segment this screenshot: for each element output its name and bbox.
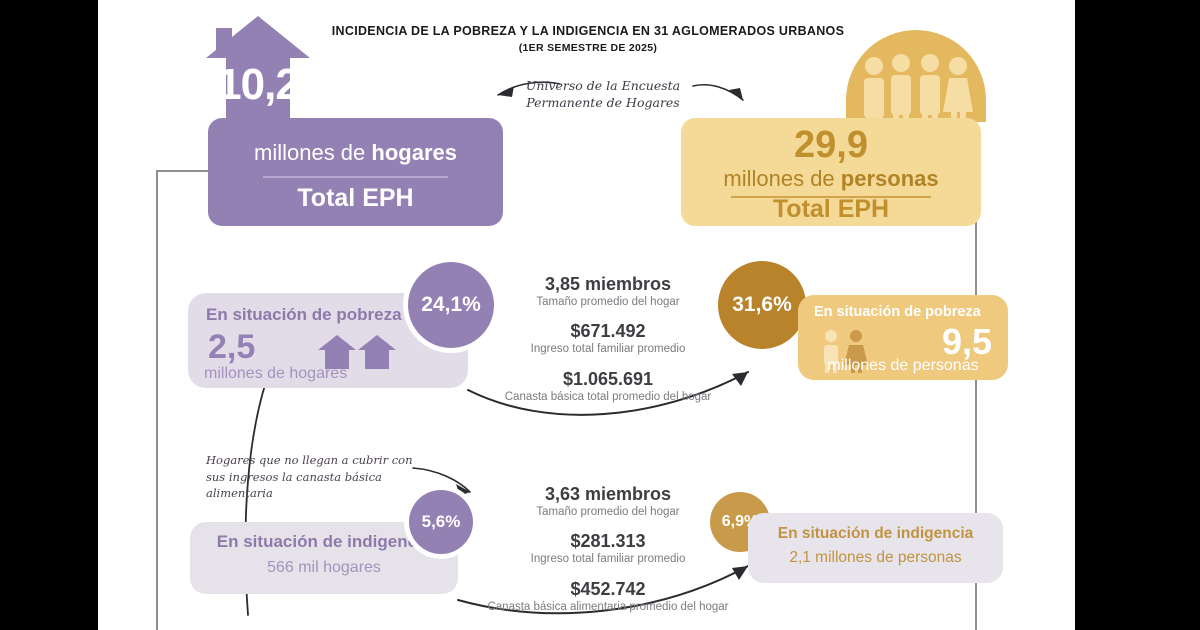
universe-annotation: Universo de la Encuesta Permanente de Ho… (525, 78, 681, 110)
indigence-households-value: 566 mil hogares (267, 559, 381, 576)
households-total-card: millones de hogares Total EPH (208, 118, 503, 226)
man-woman-icon (820, 329, 872, 378)
persons-unit-bold: personas (840, 166, 939, 191)
page-title: INCIDENCIA DE LA POBREZA Y LA INDIGENCIA… (258, 22, 918, 57)
bracket-left (156, 170, 226, 630)
poverty-persons-value: 9,5 (941, 321, 992, 362)
indigence-persons-heading: En situación de indigencia (777, 525, 974, 542)
poverty-households-percent-badge: 24,1% (408, 262, 494, 348)
households-total-value: 10,2 (217, 60, 300, 109)
divider-purple (263, 176, 448, 178)
indigence-persons-value: 2,1 millones de personas (789, 549, 962, 566)
poverty-persons-percent-badge: 31,6% (718, 261, 806, 349)
poverty-basket-value: $1.065.691 (562, 368, 654, 389)
indigence-persons-card: En situación de indigencia 2,1 millones … (748, 513, 1003, 583)
persons-total-value: 29,9 (794, 124, 868, 166)
poverty-persons-heading: En situación de pobreza (814, 304, 981, 320)
indigence-basket-caption: Canasta básica alimentaria promedio del … (487, 600, 729, 613)
indigence-income-caption: Ingreso total familiar promedio (530, 553, 686, 566)
households-total-unit: millones de hogares (208, 140, 503, 166)
persons-total-unit: millones de personas (681, 166, 981, 192)
indigence-members-value: 3,63 miembros (544, 484, 672, 504)
poverty-income-value: $671.492 (570, 321, 646, 342)
indigence-annotation: Hogares que no llegan a cubrir con sus i… (206, 453, 413, 501)
persons-unit-light: millones de (723, 166, 841, 191)
title-line-2: (1ER SEMESTRE DE 2025) (518, 41, 658, 54)
indigence-stats: 3,63 miembros Tamaño promedio del hogar … (483, 482, 733, 626)
households-unit-bold: hogares (371, 140, 457, 165)
households-total-scope: Total EPH (297, 184, 414, 212)
indigence-members-caption: Tamaño promedio del hogar (536, 506, 680, 518)
persons-total-scope: Total EPH (772, 195, 890, 223)
indigence-households-heading: En situación de indigencia (216, 532, 432, 551)
poverty-households-heading: En situación de pobreza (206, 305, 402, 324)
poverty-income-caption: Ingreso total familiar promedio (530, 343, 686, 356)
indigence-households-card: En situación de indigencia 566 mil hogar… (190, 522, 458, 594)
households-unit-light: millones de (254, 140, 372, 165)
poverty-members-caption: Tamaño promedio del hogar (536, 296, 680, 308)
poverty-stats: 3,85 miembros Tamaño promedio del hogar … (483, 272, 733, 416)
indigence-households-percent-badge: 5,6% (409, 490, 473, 554)
two-houses-icon (318, 335, 398, 374)
poverty-members-value: 3,85 miembros (544, 274, 672, 294)
divider-gold (731, 196, 931, 198)
persons-total-card: 29,9 millones de personas Total EPH (681, 118, 981, 226)
house-icon: 10,2 (204, 12, 312, 132)
infographic-canvas: INCIDENCIA DE LA POBREZA Y LA INDIGENCIA… (98, 0, 1075, 630)
poverty-basket-caption: Canasta básica total promedio del hogar (504, 390, 712, 403)
title-line-1: INCIDENCIA DE LA POBREZA Y LA INDIGENCIA… (331, 24, 845, 38)
poverty-persons-unit: millones de personas (827, 357, 979, 374)
poverty-households-unit: millones de hogares (204, 365, 348, 382)
people-arch-icon (846, 30, 986, 122)
poverty-households-value: 2,5 (208, 328, 256, 366)
indigence-income-value: $281.313 (570, 531, 646, 552)
poverty-persons-card: En situación de pobreza 9,5 millones de … (798, 295, 1008, 380)
indigence-basket-value: $452.742 (570, 578, 646, 599)
